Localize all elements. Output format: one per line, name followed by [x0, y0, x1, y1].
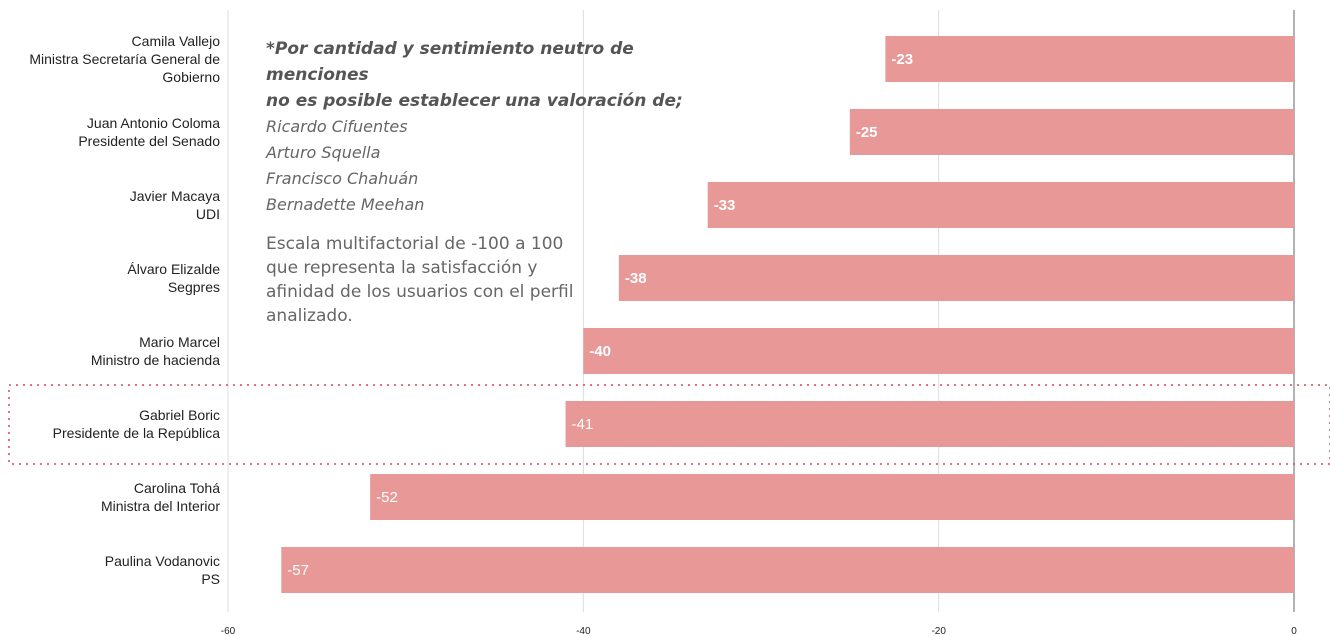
x-tick-label: -20	[931, 626, 946, 636]
bar	[618, 255, 1294, 301]
note-title-line-2: no es posible establecer una valoración …	[266, 91, 683, 111]
note-title-line-1: *Por cantidad y sentimiento neutro de me…	[266, 39, 634, 85]
note-name-4: Bernadette Meehan	[266, 195, 425, 214]
chart-annotation: *Por cantidad y sentimiento neutro de me…	[266, 36, 726, 328]
data-label: -41	[572, 416, 594, 433]
data-label: -52	[376, 489, 398, 506]
bar	[707, 182, 1294, 228]
category-label: Carolina Tohá	[134, 480, 220, 496]
bar	[885, 36, 1294, 82]
bar	[281, 547, 1294, 593]
note-name-2: Arturo Squella	[266, 143, 381, 162]
bar	[583, 328, 1294, 374]
category-label: Gabriel Boric	[139, 407, 220, 423]
category-label: Álvaro Elizalde	[127, 261, 220, 277]
category-label: UDI	[196, 206, 220, 222]
bar	[565, 401, 1294, 447]
category-label: PS	[201, 571, 220, 587]
bar	[849, 109, 1294, 155]
category-label: Camila Vallejo	[132, 33, 221, 49]
data-label: -25	[856, 124, 878, 141]
category-label: Presidente del Senado	[78, 133, 220, 149]
x-tick-label: 0	[1291, 626, 1297, 636]
note-name-1: Ricardo Cifuentes	[266, 117, 408, 136]
data-label: -40	[589, 343, 611, 360]
category-label: Mario Marcel	[139, 334, 220, 350]
category-label: Ministra Secretaría General de	[29, 51, 220, 67]
category-label: Ministro de hacienda	[91, 352, 220, 368]
note-name-3: Francisco Chahuán	[266, 169, 419, 188]
x-tick-label: -60	[221, 626, 236, 636]
note-description: Escala multifactorial de -100 a 100 que …	[266, 234, 574, 326]
data-label: -38	[625, 270, 647, 287]
category-label: Presidente de la República	[53, 425, 221, 441]
category-label: Paulina Vodanovic	[105, 553, 220, 569]
category-label: Ministra del Interior	[101, 498, 220, 514]
category-label: Juan Antonio Coloma	[87, 115, 220, 131]
data-label: -23	[891, 51, 913, 68]
data-label: -33	[714, 197, 736, 214]
category-label: Segpres	[168, 279, 220, 295]
category-label: Javier Macaya	[130, 188, 220, 204]
bar	[370, 474, 1295, 520]
category-label: Gobierno	[162, 69, 220, 85]
x-tick-label: -40	[576, 626, 591, 636]
data-label: -57	[287, 562, 309, 579]
